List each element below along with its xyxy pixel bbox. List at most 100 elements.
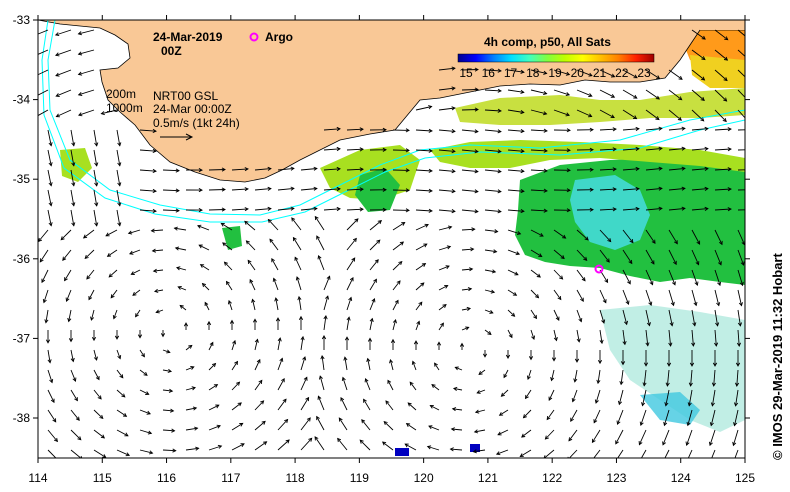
current-vector bbox=[691, 128, 708, 131]
current-vector-head bbox=[445, 265, 450, 270]
current-vector-head bbox=[693, 301, 698, 307]
current-vector bbox=[553, 249, 565, 259]
current-vector bbox=[576, 309, 582, 322]
current-vector-head bbox=[94, 222, 99, 227]
current-vector bbox=[473, 449, 486, 453]
current-vector-head bbox=[71, 142, 76, 147]
current-vector-head bbox=[459, 342, 465, 347]
land-ne-patch bbox=[690, 22, 745, 30]
current-vector-head bbox=[313, 166, 318, 171]
current-vector bbox=[507, 189, 524, 192]
current-vector bbox=[208, 169, 226, 171]
current-vector-head bbox=[152, 168, 157, 174]
current-vector-head bbox=[474, 67, 479, 72]
current-vector-head bbox=[520, 209, 525, 214]
current-vector-head bbox=[240, 443, 245, 447]
current-vector-head bbox=[704, 146, 709, 151]
current-vector-head bbox=[173, 226, 178, 231]
current-vector bbox=[645, 309, 650, 326]
current-vector bbox=[291, 217, 302, 231]
current-vector bbox=[83, 229, 95, 239]
current-vector-head bbox=[359, 127, 364, 132]
colorbar-tick-label: 20 bbox=[571, 66, 585, 80]
current-vector-head bbox=[511, 312, 516, 317]
current-vector bbox=[617, 409, 624, 425]
current-vector bbox=[369, 259, 379, 271]
current-vector bbox=[438, 129, 455, 132]
current-vector-head bbox=[739, 281, 744, 287]
current-vector bbox=[93, 129, 98, 146]
current-vector bbox=[691, 249, 700, 265]
current-vector-head bbox=[723, 77, 728, 82]
current-vector bbox=[665, 389, 670, 406]
current-vector-head bbox=[620, 361, 626, 366]
current-vector bbox=[691, 168, 708, 171]
current-vector bbox=[392, 319, 397, 331]
current-vector-head bbox=[474, 87, 479, 92]
current-vector bbox=[116, 429, 129, 437]
current-vector bbox=[687, 409, 693, 426]
current-vector-head bbox=[54, 32, 60, 37]
current-vector bbox=[70, 369, 76, 382]
current-vector-head bbox=[267, 186, 272, 191]
current-vector bbox=[645, 269, 654, 285]
current-vector-head bbox=[520, 189, 525, 194]
current-vector bbox=[300, 208, 317, 211]
current-vector bbox=[687, 449, 693, 458]
current-vector bbox=[640, 409, 647, 426]
current-vector bbox=[622, 89, 638, 99]
current-vector-head bbox=[500, 392, 505, 397]
current-vector bbox=[597, 369, 601, 384]
lat-tick-label: -33 bbox=[13, 13, 31, 27]
current-vector-head bbox=[543, 128, 548, 133]
current-vector-head bbox=[77, 436, 82, 441]
current-vector-head bbox=[381, 441, 387, 446]
current-vector bbox=[202, 283, 210, 291]
current-vector bbox=[412, 361, 417, 371]
current-vector bbox=[407, 402, 417, 411]
colorbar-tick-label: 22 bbox=[615, 66, 629, 80]
current-vector bbox=[461, 209, 478, 213]
current-vector bbox=[664, 449, 670, 458]
current-vector bbox=[576, 229, 589, 241]
current-vector-head bbox=[520, 169, 525, 174]
map-date: 24-Mar-2019 bbox=[153, 30, 223, 44]
current-vector bbox=[78, 109, 95, 116]
current-vector-head bbox=[336, 186, 341, 192]
current-vector bbox=[316, 416, 325, 431]
current-vector-head bbox=[709, 422, 714, 427]
current-vector-head bbox=[656, 75, 661, 79]
current-vector-head bbox=[727, 147, 732, 152]
current-vector-head bbox=[548, 396, 553, 401]
current-vector bbox=[323, 168, 341, 171]
current-vector-head bbox=[543, 168, 548, 173]
current-vector-head bbox=[658, 146, 663, 151]
current-vector-head bbox=[734, 382, 740, 387]
current-vector bbox=[116, 189, 121, 206]
current-vector bbox=[231, 340, 236, 351]
current-vector-head bbox=[535, 294, 540, 299]
current-vector-head bbox=[503, 373, 508, 379]
current-vector-head bbox=[617, 400, 623, 406]
current-vector-head bbox=[70, 357, 75, 363]
current-vector bbox=[153, 269, 164, 272]
current-vector bbox=[507, 109, 524, 113]
current-vector bbox=[116, 349, 121, 359]
current-vector bbox=[530, 149, 548, 152]
current-vector-head bbox=[641, 402, 646, 407]
current-vector bbox=[162, 369, 172, 372]
current-vector-head bbox=[252, 318, 258, 323]
current-vector-head bbox=[174, 246, 180, 251]
current-vector-head bbox=[565, 92, 571, 97]
current-vector-head bbox=[696, 240, 701, 245]
current-vector-head bbox=[474, 209, 479, 214]
current-vector-head bbox=[478, 371, 483, 375]
current-vector-head bbox=[269, 238, 274, 243]
current-vector bbox=[645, 187, 662, 191]
current-vector-head bbox=[708, 441, 713, 447]
current-vector-head bbox=[290, 206, 295, 211]
isobath-1000m bbox=[41, 20, 745, 223]
current-vector bbox=[737, 249, 745, 266]
current-vector bbox=[452, 408, 463, 411]
current-vector-head bbox=[77, 51, 83, 56]
